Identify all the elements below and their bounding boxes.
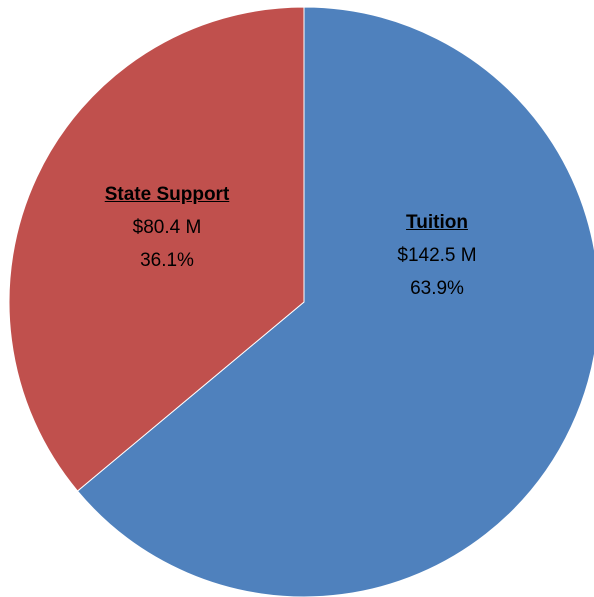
slice-label: State Support $80.4 M 36.1% bbox=[102, 179, 232, 277]
pie-slice bbox=[76, 6, 594, 597]
category-label: State Support bbox=[104, 184, 230, 205]
value-label: 63.9% bbox=[410, 278, 464, 299]
category-label: Tuition bbox=[406, 212, 468, 233]
value-label: $142.5 M bbox=[397, 245, 477, 266]
value-label: $80.4 M bbox=[132, 217, 202, 238]
slice-label: Tuition $142.5 M 63.9% bbox=[372, 207, 502, 305]
value-label: 36.1% bbox=[140, 250, 194, 271]
pie-slice bbox=[8, 6, 305, 492]
